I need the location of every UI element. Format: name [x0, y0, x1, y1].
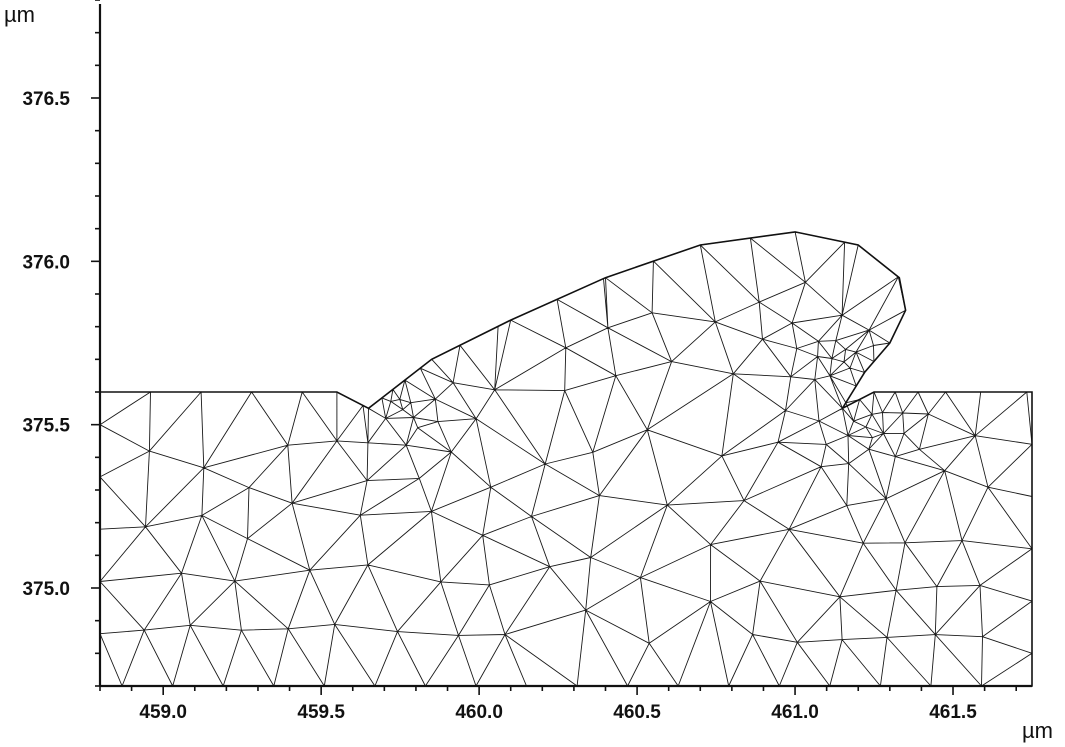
x-tick-label: 459.5 — [297, 702, 345, 723]
y-axis-unit-label: µm — [4, 2, 35, 27]
y-tick-label: 376.5 — [22, 89, 70, 110]
x-tick-label: 461.0 — [771, 702, 819, 723]
ticks: 459.0 459.5 460.0 460.5 461.0 461.5 375.0 375.5… — [22, 0, 1018, 723]
y-tick-label: 375.5 — [22, 416, 70, 437]
y-tick-label: 376.0 — [22, 252, 70, 273]
axes — [98, 4, 1032, 688]
mesh-layer — [99, 231, 1033, 687]
x-tick-label: 460.5 — [613, 702, 661, 723]
mesh-edges — [99, 231, 1033, 687]
feature-outline — [100, 231, 1033, 687]
x-tick-label: 461.5 — [929, 702, 977, 723]
x-axis-unit-label: µm — [1022, 718, 1053, 743]
x-tick-label: 459.0 — [139, 702, 187, 723]
x-tick-label: 460.0 — [455, 702, 503, 723]
domain-outline — [100, 231, 1033, 687]
y-tick-label: 375.0 — [22, 579, 70, 600]
